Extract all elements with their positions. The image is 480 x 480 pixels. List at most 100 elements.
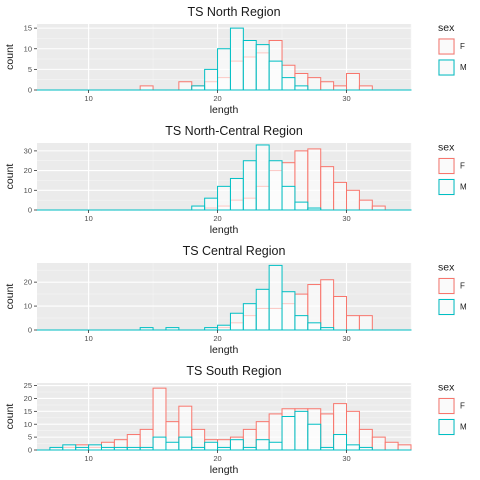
bar-f bbox=[358, 428, 373, 451]
bar-f bbox=[320, 166, 335, 211]
bar-m bbox=[62, 444, 77, 451]
legend-label-m: M bbox=[460, 183, 467, 192]
bar-f bbox=[307, 77, 322, 91]
bar-m bbox=[255, 439, 270, 451]
bar-m bbox=[165, 441, 180, 451]
bar-m bbox=[268, 441, 283, 451]
bar-f bbox=[346, 73, 360, 91]
panel-title: TS North Region bbox=[187, 5, 280, 19]
x-tick-label: 20 bbox=[213, 214, 221, 223]
bar-m bbox=[217, 324, 231, 331]
series-M bbox=[36, 264, 412, 331]
bar-f bbox=[242, 428, 257, 451]
bar-f bbox=[294, 150, 309, 211]
y-tick-label: 25 bbox=[24, 381, 32, 390]
bar-m bbox=[88, 444, 102, 451]
y-tick-label: 0 bbox=[28, 446, 32, 455]
bar-m bbox=[281, 185, 296, 211]
x-tick-label: 10 bbox=[84, 454, 92, 463]
legend-key-f bbox=[438, 38, 455, 55]
bar-f bbox=[384, 441, 399, 451]
bar-m bbox=[294, 201, 309, 211]
bar-m bbox=[126, 446, 141, 451]
legend-key-f bbox=[438, 398, 455, 414]
bar-m bbox=[217, 446, 231, 451]
y-tick-label: 10 bbox=[24, 44, 32, 53]
y-tick-label: 20 bbox=[24, 166, 32, 175]
y-tick-label: 10 bbox=[24, 302, 32, 311]
legend: sex F M bbox=[438, 142, 467, 196]
bar-m bbox=[281, 291, 296, 331]
panel-title: TS South Region bbox=[186, 364, 281, 378]
bar-m bbox=[307, 322, 322, 331]
x-tick-label: 20 bbox=[213, 454, 221, 463]
bar-m bbox=[100, 446, 115, 451]
bar-m bbox=[307, 423, 322, 451]
y-tick-label: 30 bbox=[24, 146, 32, 155]
bar-m bbox=[320, 327, 335, 331]
legend-key-m bbox=[438, 179, 455, 195]
bar-f bbox=[371, 436, 386, 451]
bar-f bbox=[320, 279, 335, 331]
bar-f bbox=[358, 85, 373, 91]
bar-m bbox=[191, 446, 206, 451]
bar-m bbox=[294, 410, 309, 451]
x-tick-label: 10 bbox=[84, 214, 92, 223]
bar-f bbox=[333, 296, 348, 331]
bar-m bbox=[255, 288, 270, 331]
bar-m bbox=[242, 160, 257, 211]
legend-title: sex bbox=[438, 22, 455, 34]
legend-label-m: M bbox=[460, 63, 467, 72]
legend: sex F M bbox=[438, 22, 467, 76]
legend-label-f: F bbox=[460, 402, 465, 411]
x-tick-label: 10 bbox=[84, 334, 92, 343]
bar-f bbox=[307, 148, 322, 211]
bar-m bbox=[178, 436, 193, 451]
legend-key-f bbox=[438, 278, 455, 294]
y-tick-label: 0 bbox=[28, 86, 32, 95]
x-tick-label: 30 bbox=[342, 454, 350, 463]
bar-f bbox=[346, 315, 360, 331]
bar-m bbox=[49, 446, 64, 451]
bar-m bbox=[229, 312, 244, 331]
bar-m bbox=[255, 44, 270, 91]
legend-label-m: M bbox=[460, 303, 467, 312]
bar-m bbox=[358, 446, 373, 451]
bar-m bbox=[255, 144, 270, 211]
series-M bbox=[36, 410, 412, 451]
y-tick-label: 20 bbox=[24, 394, 32, 403]
legend-key-m bbox=[438, 419, 455, 435]
bar-f bbox=[191, 428, 206, 451]
bar-m bbox=[242, 40, 257, 91]
bar-f bbox=[358, 315, 373, 331]
histogram-panel-2: TS North-Central Region 10 20 30 0 10 20 30 leng… bbox=[4, 124, 467, 236]
y-axis-title: count bbox=[4, 164, 16, 190]
bar-m bbox=[229, 177, 244, 211]
legend-label-f: F bbox=[460, 282, 465, 291]
x-axis-title: length bbox=[210, 344, 239, 356]
legend-title: sex bbox=[438, 142, 455, 154]
bar-m bbox=[165, 327, 180, 331]
bar-f bbox=[371, 205, 386, 211]
y-axis-title: count bbox=[4, 404, 16, 430]
bar-f bbox=[346, 189, 360, 211]
bar-m bbox=[113, 446, 128, 451]
legend: sex F M bbox=[438, 262, 467, 316]
bar-m bbox=[268, 264, 283, 331]
legend-label-f: F bbox=[460, 42, 465, 51]
bar-m bbox=[242, 303, 257, 331]
x-tick-label: 20 bbox=[213, 94, 221, 103]
y-tick-label: 10 bbox=[24, 420, 32, 429]
bar-f bbox=[139, 428, 154, 451]
bar-m bbox=[229, 27, 244, 91]
y-tick-label: 15 bbox=[24, 24, 32, 33]
bar-m bbox=[268, 60, 283, 91]
y-tick-label: 0 bbox=[28, 326, 32, 335]
y-tick-label: 20 bbox=[24, 278, 32, 287]
x-axis-title: length bbox=[210, 464, 239, 476]
bar-m bbox=[294, 85, 309, 91]
bar-m bbox=[281, 416, 296, 451]
bar-m bbox=[204, 441, 219, 451]
